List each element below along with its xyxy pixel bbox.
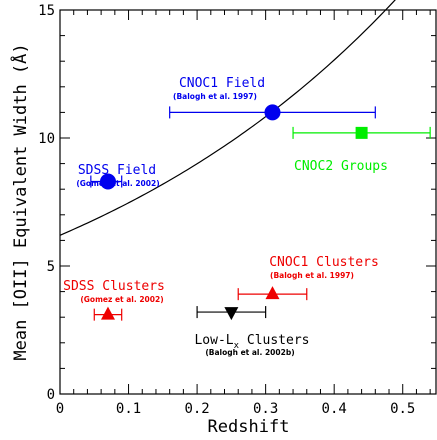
- series-label: Low-Lx Clusters: [194, 333, 309, 351]
- series-labels: CNOC1 Field(Balogh et al. 1997)SDSS Fiel…: [63, 76, 388, 357]
- series-label: SDSS Clusters: [63, 279, 165, 294]
- series-point: [196, 306, 267, 321]
- series-label: CNOC2 Groups: [294, 159, 388, 174]
- plot-border: [59, 9, 437, 395]
- series-point: [93, 306, 123, 321]
- series-citation: (Balogh et al. 1997): [270, 271, 354, 280]
- y-tick-label: 0: [47, 387, 55, 403]
- series-citation: (Gomez et al. 2002): [80, 295, 163, 304]
- series-citation: (Gomez et al. 2002): [76, 179, 159, 188]
- series-point: [292, 126, 431, 139]
- x-axis-title: Redshift: [208, 417, 290, 437]
- series-citation: (Balogh et al. 2002b): [205, 348, 294, 357]
- x-tick-label: 0.4: [322, 401, 347, 417]
- plot-frame: [59, 9, 437, 395]
- y-tick-label: 15: [38, 3, 55, 19]
- y-tick-label: 5: [47, 259, 55, 275]
- series-label: CNOC1 Field: [179, 76, 265, 91]
- series-point: [169, 104, 376, 121]
- y-axis-title: Mean [OII] Equivalent Width (Å): [9, 43, 31, 360]
- triangle-down-marker: [224, 307, 239, 321]
- circle-marker: [99, 173, 116, 190]
- triangle-up-marker: [265, 286, 280, 300]
- fit-curve: [59, 0, 396, 236]
- axis-ticks: [59, 9, 436, 395]
- x-tick-label: 0: [56, 401, 64, 417]
- series-label: CNOC1 Clusters: [269, 255, 379, 270]
- tick-labels: 0 0.1 0.2 0.3 0.4 0.5 0 5 10 15: [38, 3, 415, 417]
- data-points: [90, 104, 431, 321]
- x-tick-label: 0.2: [184, 401, 209, 417]
- triangle-up-marker: [100, 306, 115, 320]
- square-marker: [355, 126, 368, 139]
- series-point: [237, 286, 308, 301]
- x-tick-label: 0.5: [390, 401, 415, 417]
- series-point: [90, 173, 123, 190]
- x-tick-label: 0.1: [116, 401, 141, 417]
- circle-marker: [264, 104, 281, 121]
- series-label: SDSS Field: [78, 163, 156, 178]
- x-tick-label: 0.3: [253, 401, 278, 417]
- y-tick-label: 10: [38, 131, 55, 147]
- series-citation: (Balogh et al. 1997): [173, 92, 257, 101]
